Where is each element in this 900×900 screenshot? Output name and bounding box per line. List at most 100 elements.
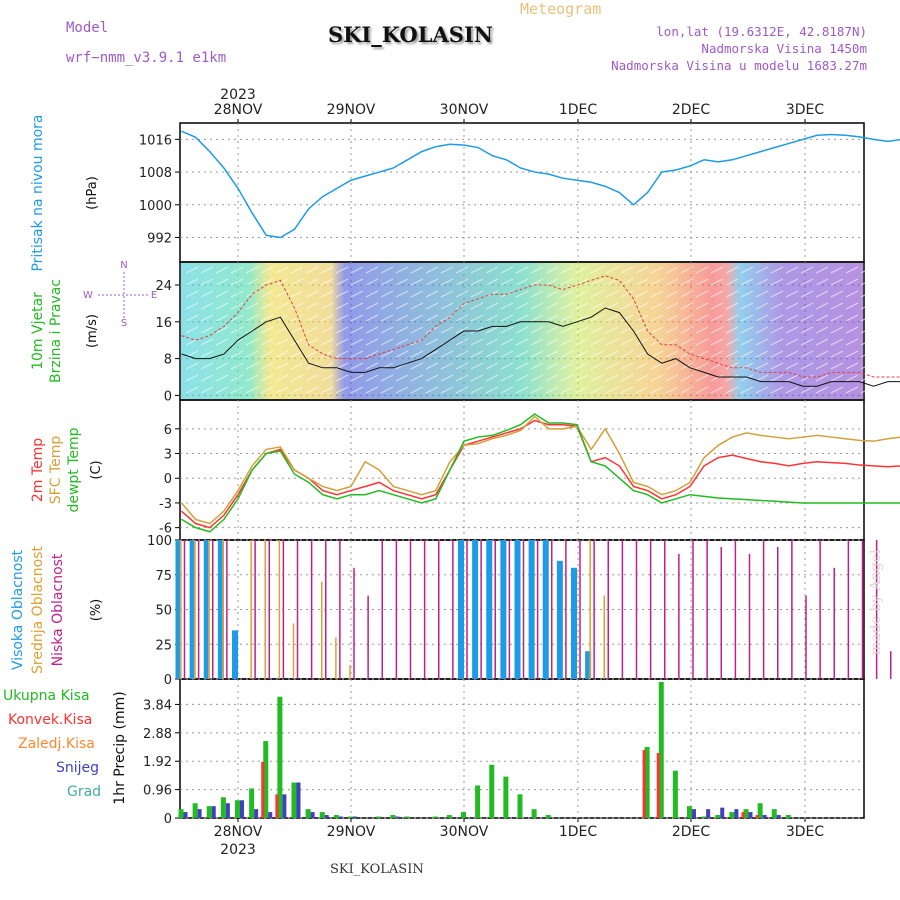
wind-barb: [590, 278, 604, 286]
total-precip-bar: [390, 815, 396, 818]
wind-barb: [335, 386, 349, 394]
wind-barb: [230, 374, 244, 382]
wind-barb: [485, 314, 499, 322]
wind-barb: [845, 290, 859, 298]
wind-barb: [215, 314, 229, 322]
wind-barb: [590, 362, 604, 370]
wind-barb: [755, 302, 769, 310]
wind-barb: [635, 314, 649, 322]
wind-barb: [785, 374, 799, 382]
wind-barb: [800, 338, 814, 346]
y-tick-label: 25: [155, 638, 172, 653]
wind-barb: [425, 314, 439, 322]
wind-barb: [200, 338, 214, 346]
wind-barb: [860, 278, 874, 286]
wind-barb: [350, 266, 364, 274]
station-title: SKI_KOLASIN: [328, 22, 493, 47]
wind-barb: [395, 302, 409, 310]
wind-barb: [800, 266, 814, 274]
wind-barb: [380, 278, 394, 286]
wind-barb: [590, 314, 604, 322]
pressure-unit-label: (hPa): [85, 176, 100, 210]
wind-barb: [575, 350, 589, 358]
wind-barb: [545, 374, 559, 382]
wind-barb: [485, 302, 499, 310]
wind-barb: [380, 326, 394, 334]
wind-barb: [575, 326, 589, 334]
wind-barb: [440, 266, 454, 274]
temp-unit-label: (C): [89, 460, 104, 479]
wind-barb: [440, 350, 454, 358]
wind-barb: [695, 278, 709, 286]
product-title: Meteogram: [520, 0, 602, 18]
high-cloud-bar: [217, 540, 224, 679]
wind-barb: [845, 350, 859, 358]
wind-barb: [605, 338, 619, 346]
wind-barb: [350, 386, 364, 394]
wind-barb: [665, 350, 679, 358]
wind-barb: [275, 374, 289, 382]
total-precip-bar: [701, 816, 707, 818]
wind-barb: [530, 374, 544, 382]
wind-barb: [770, 314, 784, 322]
wind-barb: [455, 278, 469, 286]
y-tick-label: 6: [164, 423, 172, 438]
day-label-top: 3DEC: [786, 102, 825, 118]
wind-barb: [605, 278, 619, 286]
low-cloud-axis-label: Niska Oblacnost: [50, 553, 66, 666]
wind-barb: [575, 302, 589, 310]
wind-barb: [560, 386, 574, 394]
wind-barb: [530, 362, 544, 370]
wind-barb: [530, 386, 544, 394]
wind-barb: [320, 386, 334, 394]
wind-barb: [215, 290, 229, 298]
wind-barb: [230, 326, 244, 334]
wind-barb: [650, 314, 664, 322]
wind-barb: [260, 266, 274, 274]
wind-barb: [395, 290, 409, 298]
wind-barb: [635, 326, 649, 334]
wind-barb: [215, 374, 229, 382]
wind-barb: [275, 350, 289, 358]
wind-barb: [215, 278, 229, 286]
high-cloud-bar: [175, 540, 182, 679]
wind-barb: [290, 326, 304, 334]
wind-barb: [725, 314, 739, 322]
wind-barb: [770, 278, 784, 286]
wind-barb: [740, 266, 754, 274]
convective-precip-bar: [656, 752, 660, 818]
y-tick-label: 0.96: [143, 784, 172, 799]
total-precip-bar: [672, 770, 678, 818]
wind-barb: [290, 338, 304, 346]
wind-barb: [785, 302, 799, 310]
day-label-bottom: 2DEC: [672, 824, 711, 840]
wind-barb: [860, 386, 874, 394]
total-precip-bar: [715, 815, 721, 818]
wind-barb: [485, 338, 499, 346]
wind-barb: [650, 290, 664, 298]
wind-barb: [410, 350, 424, 358]
wind-barb: [350, 290, 364, 298]
snow-bar: [310, 812, 315, 818]
wind-barb: [395, 386, 409, 394]
total-precip-bar: [475, 785, 481, 818]
wind-barb: [575, 386, 589, 394]
wind-barb: [575, 374, 589, 382]
wind-barb: [710, 326, 724, 334]
y-tick-label: 2.88: [143, 727, 172, 742]
wind-barb: [725, 338, 739, 346]
wind-barb: [530, 326, 544, 334]
wind-barb: [365, 374, 379, 382]
wind-barb: [605, 290, 619, 298]
day-label-bottom: 3DEC: [786, 824, 825, 840]
wind-barb: [230, 266, 244, 274]
wind-barb: [770, 266, 784, 274]
wind-barb: [245, 266, 259, 274]
wind-barb: [200, 314, 214, 322]
total-precip-bar: [503, 776, 509, 818]
wind-barb: [410, 386, 424, 394]
wind-barb: [710, 386, 724, 394]
wind-barb: [470, 374, 484, 382]
wind-barb: [650, 386, 664, 394]
wind-barb: [695, 266, 709, 274]
